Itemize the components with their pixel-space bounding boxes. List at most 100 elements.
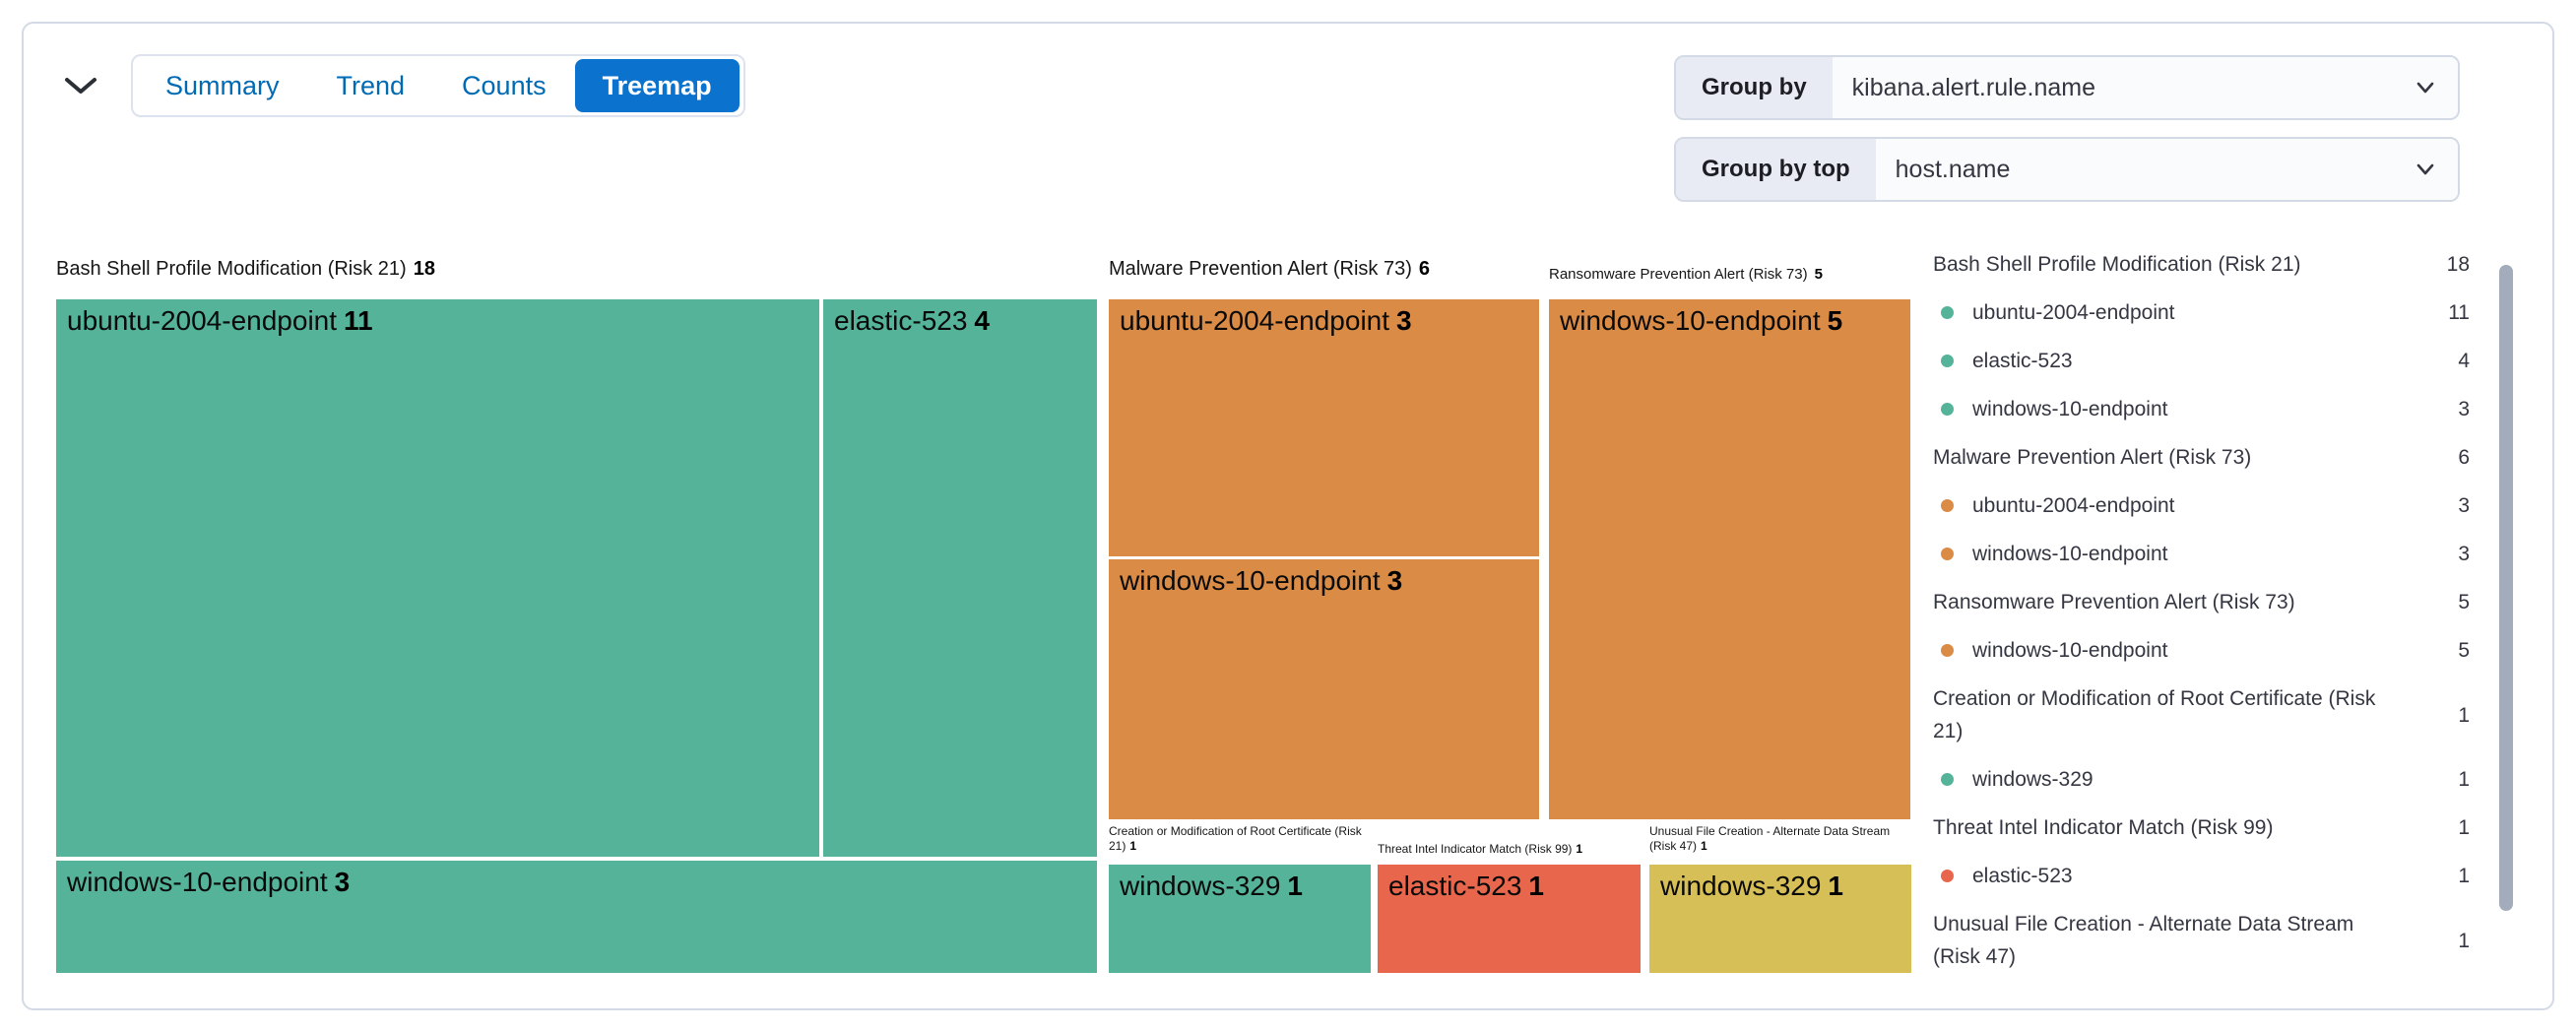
tile-count: 1 — [1287, 871, 1303, 901]
tile-count: 3 — [1386, 565, 1403, 596]
legend-count: 1 — [2458, 929, 2470, 952]
treemap-group-title: Creation or Modification of Root Certifi… — [1109, 824, 1373, 854]
group-title-text: Unusual File Creation - Alternate Data S… — [1649, 824, 1891, 853]
legend-dot — [1941, 403, 1954, 416]
legend-count: 1 — [2458, 768, 2470, 791]
group-by-top-control: Group by top host.name — [1674, 137, 2460, 202]
legend-dot — [1941, 644, 1954, 657]
legend-dot — [1941, 355, 1954, 367]
treemap-group-title: Threat Intel Indicator Match (Risk 99) 1 — [1378, 842, 1663, 857]
legend-count: 1 — [2458, 865, 2470, 887]
legend-host-item[interactable]: elastic-523 4 — [1933, 345, 2470, 377]
legend-host-item[interactable]: windows-10-endpoint 3 — [1933, 393, 2470, 425]
tile-host-name: windows-329 — [1660, 871, 1822, 901]
legend-label: Creation or Modification of Root Certifi… — [1933, 687, 2376, 742]
legend-rule-item[interactable]: Unusual File Creation - Alternate Data S… — [1933, 908, 2470, 973]
legend-label: Malware Prevention Alert (Risk 73) — [1933, 446, 2252, 469]
group-count: 18 — [413, 258, 435, 280]
tile-label: windows-329 1 — [1649, 865, 1911, 908]
legend-dot — [1941, 773, 1954, 786]
legend-rule-item[interactable]: Malware Prevention Alert (Risk 73) 6 — [1933, 441, 2470, 474]
legend-dot — [1941, 870, 1954, 882]
treemap-tile[interactable]: windows-10-endpoint 5 — [1549, 299, 1910, 819]
tab-trend[interactable]: Trend — [308, 58, 434, 113]
tile-label: ubuntu-2004-endpoint 11 — [56, 299, 819, 343]
treemap-tile[interactable]: elastic-523 4 — [823, 299, 1097, 857]
treemap-tile[interactable]: windows-10-endpoint 3 — [56, 861, 1097, 973]
collapse-panel-button[interactable] — [57, 63, 104, 110]
legend-host-item[interactable]: windows-10-endpoint 5 — [1933, 634, 2470, 667]
treemap-legend: Bash Shell Profile Modification (Risk 21… — [1933, 248, 2470, 973]
group-count: 1 — [1701, 839, 1707, 853]
legend-rule-item[interactable]: Bash Shell Profile Modification (Risk 21… — [1933, 248, 2470, 281]
legend-rule-item[interactable]: Threat Intel Indicator Match (Risk 99) 1 — [1933, 811, 2470, 844]
group-title-text: Malware Prevention Alert (Risk 73) — [1109, 258, 1412, 280]
group-title-text: Ransomware Prevention Alert (Risk 73) — [1549, 266, 1808, 283]
treemap-group-title: Malware Prevention Alert (Risk 73) 6 — [1109, 258, 1430, 281]
treemap-tile[interactable]: windows-10-endpoint 3 — [1109, 559, 1539, 819]
legend-count: 5 — [2458, 591, 2470, 613]
tile-label: windows-10-endpoint 3 — [1109, 559, 1539, 603]
legend-rule-item[interactable]: Ransomware Prevention Alert (Risk 73) 5 — [1933, 586, 2470, 618]
legend-label: windows-10-endpoint — [1972, 398, 2168, 420]
group-count: 1 — [1129, 839, 1137, 853]
legend-host-item[interactable]: elastic-523 1 — [1933, 860, 2470, 892]
tab-counts[interactable]: Counts — [433, 58, 575, 113]
tile-host-name: windows-10-endpoint — [1120, 565, 1381, 596]
treemap-tile[interactable]: ubuntu-2004-endpoint 3 — [1109, 299, 1539, 556]
legend-label: ubuntu-2004-endpoint — [1972, 301, 2175, 324]
legend-rule-item[interactable]: Creation or Modification of Root Certifi… — [1933, 682, 2470, 747]
tile-label: elastic-523 1 — [1378, 865, 1641, 908]
group-by-control: Group by kibana.alert.rule.name — [1674, 55, 2460, 120]
tile-host-name: ubuntu-2004-endpoint — [67, 305, 338, 336]
group-title-text: Threat Intel Indicator Match (Risk 99) — [1378, 842, 1573, 856]
legend-label: elastic-523 — [1972, 350, 2073, 372]
group-by-select[interactable]: kibana.alert.rule.name — [1832, 57, 2413, 118]
legend-label: windows-10-endpoint — [1972, 639, 2168, 662]
treemap-tile[interactable]: windows-329 1 — [1109, 865, 1371, 973]
treemap-tile[interactable]: elastic-523 1 — [1378, 865, 1641, 973]
legend-label: elastic-523 — [1972, 865, 2073, 887]
legend-count: 6 — [2458, 446, 2470, 469]
group-title-text: Bash Shell Profile Modification (Risk 21… — [56, 258, 407, 280]
group-by-label: Group by — [1676, 57, 1833, 118]
view-tab-group: Summary Trend Counts Treemap — [131, 54, 745, 117]
tile-host-name: ubuntu-2004-endpoint — [1120, 305, 1390, 336]
group-count: 6 — [1418, 258, 1431, 280]
tile-count: 1 — [1828, 871, 1843, 901]
legend-count: 3 — [2458, 398, 2470, 420]
legend-dot — [1941, 306, 1954, 319]
group-title-text: Creation or Modification of Root Certifi… — [1109, 824, 1362, 853]
legend-label: Threat Intel Indicator Match (Risk 99) — [1933, 816, 2274, 839]
legend-host-item[interactable]: windows-10-endpoint 3 — [1933, 538, 2470, 570]
legend-host-item[interactable]: ubuntu-2004-endpoint 11 — [1933, 296, 2470, 329]
legend-label: ubuntu-2004-endpoint — [1972, 494, 2175, 517]
legend-host-item[interactable]: windows-329 1 — [1933, 763, 2470, 796]
legend-dot — [1941, 499, 1954, 512]
treemap-tile[interactable]: ubuntu-2004-endpoint 11 — [56, 299, 819, 857]
legend-count: 4 — [2458, 350, 2470, 372]
legend-label: windows-329 — [1972, 768, 2093, 791]
tile-label: elastic-523 4 — [823, 299, 1097, 343]
tile-host-name: elastic-523 — [834, 305, 968, 336]
tile-count: 1 — [1528, 871, 1544, 901]
tile-count: 4 — [974, 305, 990, 336]
tab-treemap[interactable]: Treemap — [574, 59, 740, 112]
legend-count: 3 — [2458, 543, 2470, 565]
treemap-group-title: Bash Shell Profile Modification (Risk 21… — [56, 258, 435, 281]
treemap-group-title: Unusual File Creation - Alternate Data S… — [1649, 824, 1898, 854]
tile-host-name: windows-10-endpoint — [67, 867, 328, 897]
chevron-down-icon — [2413, 139, 2458, 200]
treemap-tile[interactable]: windows-329 1 — [1649, 865, 1911, 973]
legend-host-item[interactable]: ubuntu-2004-endpoint 3 — [1933, 489, 2470, 522]
group-by-top-select[interactable]: host.name — [1875, 139, 2413, 200]
tile-count: 3 — [334, 867, 351, 897]
legend-count: 5 — [2458, 639, 2470, 662]
tile-label: windows-10-endpoint 3 — [56, 861, 1097, 904]
legend-count: 18 — [2446, 253, 2470, 276]
legend-dot — [1941, 548, 1954, 560]
tab-summary[interactable]: Summary — [137, 58, 308, 113]
legend-label: windows-10-endpoint — [1972, 543, 2168, 565]
legend-scrollbar[interactable] — [2499, 265, 2513, 911]
